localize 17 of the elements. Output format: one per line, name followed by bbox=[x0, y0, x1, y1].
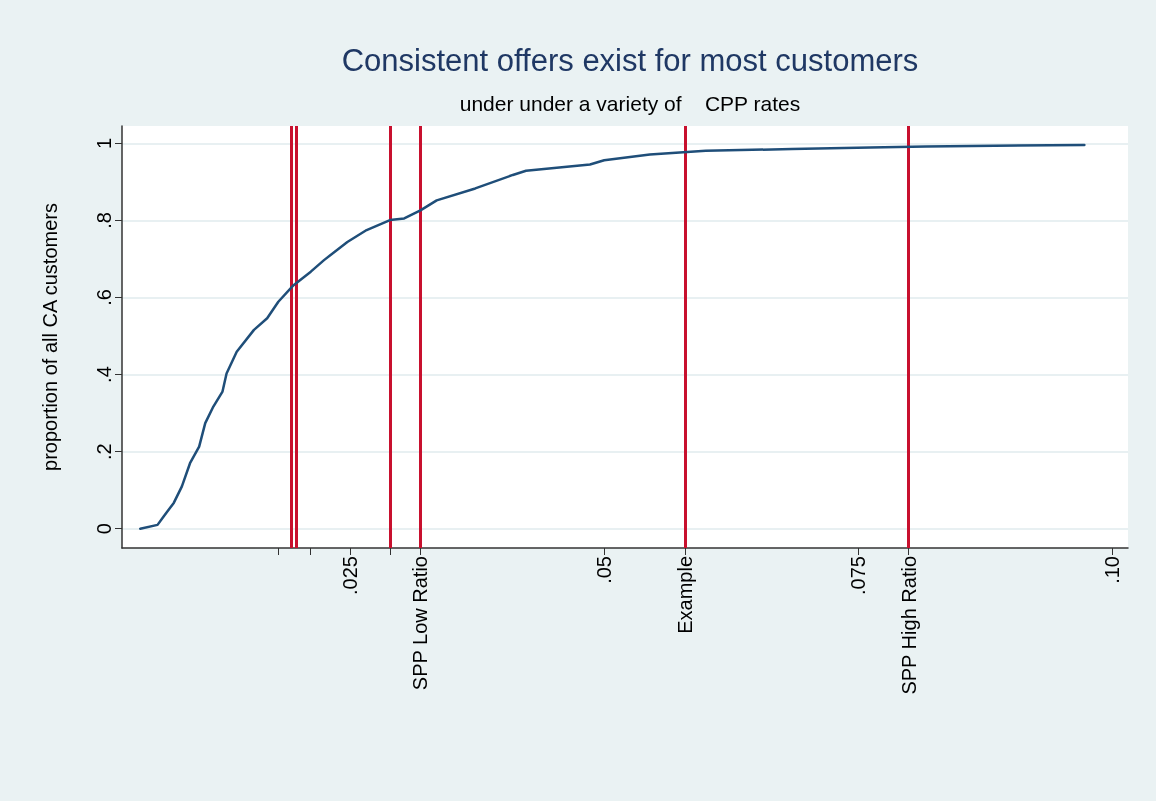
x-tick-label: .025 bbox=[339, 556, 362, 595]
x-tick-label: .075 bbox=[846, 556, 869, 595]
y-tick-label: .6 bbox=[93, 289, 115, 306]
x-tick-label: Example bbox=[674, 556, 697, 634]
y-tick-label: .4 bbox=[93, 366, 115, 383]
x-tick-label: .10 bbox=[1100, 556, 1123, 584]
x-tick-label: SPP High Ratio bbox=[897, 556, 920, 695]
y-tick-label: .2 bbox=[93, 443, 115, 460]
line-series bbox=[139, 143, 1086, 530]
y-tick-label: 0 bbox=[93, 523, 115, 535]
x-tick-label: SPP Low Ratio bbox=[409, 556, 432, 691]
y-tick-label: .8 bbox=[93, 212, 115, 229]
x-tick-label: .05 bbox=[593, 556, 616, 584]
chart-subtitle: under under a variety of CPP rates bbox=[459, 92, 801, 115]
chart-title: Consistent offers exist for most customers bbox=[341, 43, 919, 78]
y-tick-label: 1 bbox=[93, 137, 115, 149]
y-axis-title: proportion of all CA customers bbox=[39, 203, 61, 471]
